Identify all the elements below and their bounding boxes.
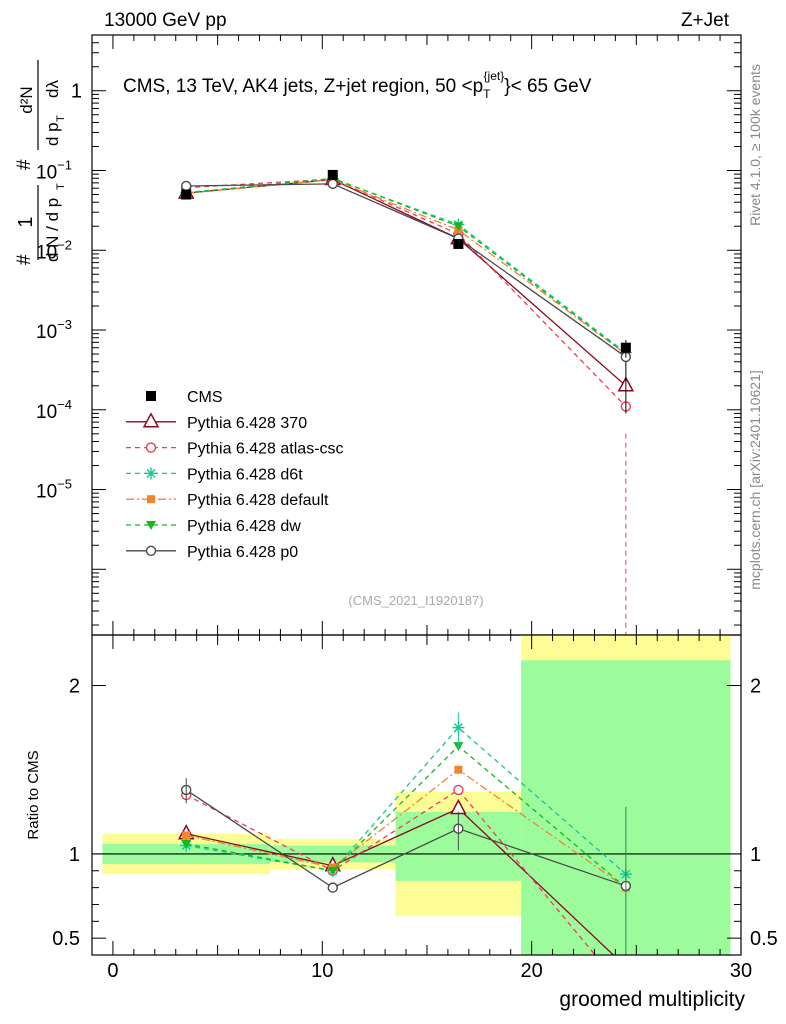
main-ticks: [91, 34, 742, 635]
legend-label-p0: Pythia 6.428 p0: [187, 544, 298, 561]
title-sub: T: [483, 87, 491, 101]
ratio-series-group: [177, 712, 632, 955]
point-p0: [327, 178, 338, 190]
title-prefix: CMS, 13 TeV, AK4 jets, Z+jet region, 50 …: [123, 76, 483, 97]
ylabel-num1: 1: [15, 216, 37, 227]
ratio-y-tick-label-right: 2: [750, 676, 761, 698]
point-dw: [453, 222, 464, 232]
ratio-line-dw: [186, 745, 627, 889]
legend-marker-p0: [145, 545, 157, 556]
ylabel-sub2: T: [55, 115, 67, 122]
ratio-frame: [91, 634, 742, 956]
line-p370: [186, 178, 627, 387]
ratio-series: [177, 712, 632, 955]
ylabel-sub1: T: [55, 183, 67, 190]
line-dw: [186, 177, 627, 355]
x-axis-label: groomed multiplicity: [559, 988, 745, 1011]
main-y-tick-label: 10−5: [36, 477, 72, 503]
legend-marker-default: [147, 495, 155, 504]
x-tick-label: 10: [311, 960, 333, 982]
ratio-panel: 0.5 0.51 12 20 10 20 30 Ratio to CMS groomed m…: [25, 634, 778, 1011]
point-CMS: [453, 238, 464, 249]
mcplots-label: mcplots.cern.ch [arXiv:2401.10621]: [747, 370, 763, 589]
ylabel-hash2: #: [14, 159, 35, 170]
main-y-tick-label: 10−1: [36, 158, 72, 184]
header-right: Z+Jet: [681, 10, 730, 31]
main-y-tick-label: 10−2: [36, 237, 72, 263]
legend-item-p370: Pythia 6.428 370: [126, 412, 307, 432]
ratio-point-dw: [327, 866, 338, 876]
legend-item-dw: Pythia 6.428 dw: [126, 518, 301, 535]
title-suffix: }< 65 GeV: [504, 76, 591, 97]
legend-marker-atlas_csc: [145, 442, 157, 453]
ratio-y-tick-label: 1: [69, 844, 80, 866]
legend-marker-d6t: [145, 467, 157, 480]
point-CMS: [327, 169, 338, 180]
ratio-y-tick-label: 0.5: [52, 928, 80, 950]
plot-title: CMS, 13 TeV, AK4 jets, Z+jet region, 50 …: [123, 69, 592, 101]
main-y-tick-labels: 1 10−1 10−2 10−3 10−4 10−5: [36, 81, 82, 503]
ylabel-lambda: dλ: [43, 80, 62, 98]
main-series: [177, 169, 635, 635]
ratio-point-atlas_csc: [453, 784, 464, 796]
main-y-tick-label: 10−4: [36, 397, 72, 423]
ratio-y-label: Ratio to CMS: [25, 750, 42, 839]
ratio-error-bars: [185, 712, 627, 955]
main-panel: 1 10−1 10−2 10−3 10−4 10−5 (CMS_2021_I1920187…: [14, 34, 742, 636]
legend-item-d6t: Pythia 6.428 d6t: [126, 466, 303, 483]
ylabel-den2: d p: [43, 122, 62, 146]
legend-label-default: Pythia 6.428 default: [187, 492, 329, 509]
ratio-point-p0: [327, 882, 338, 893]
legend-label-d6t: Pythia 6.428 d6t: [187, 466, 303, 483]
legend-marker-CMS: [146, 391, 156, 401]
header-left: 13000 GeV pp: [104, 10, 227, 31]
x-tick-label: 30: [730, 960, 752, 982]
legend-label-dw: Pythia 6.428 dw: [187, 518, 301, 535]
x-tick-label: 0: [107, 960, 118, 982]
analysis-watermark: (CMS_2021_I1920187): [348, 593, 483, 608]
main-y-tick-label: 1: [71, 81, 82, 103]
ratio-line-p0: [185, 789, 627, 889]
legend-label-CMS: CMS: [187, 389, 223, 406]
ratio-point-default: [182, 831, 191, 840]
rivet-label: Rivet 4.1.0, ≥ 100k events: [747, 64, 763, 226]
ratio-line-d6t: [186, 726, 627, 875]
point-p0: [181, 180, 192, 192]
title-sup: {jet}: [484, 69, 505, 83]
legend-item-default: Pythia 6.428 default: [126, 492, 329, 509]
legend-marker-dw: [146, 521, 156, 530]
legend-marker-d6t-stroke: [146, 468, 156, 478]
line-default: [186, 178, 627, 355]
line-atlas_csc: [186, 178, 627, 407]
ratio-line-atlas_csc: [185, 789, 596, 955]
ratio-ticks: 0.5 0.51 12 20 10 20 30: [52, 635, 778, 982]
ratio-line-default: [186, 768, 627, 889]
ratio-line-p370: [186, 807, 615, 955]
legend-item-CMS: CMS: [146, 389, 223, 406]
legend-item-atlas_csc: Pythia 6.428 atlas-csc: [126, 441, 344, 458]
series-atlas_csc: [181, 173, 632, 412]
series-CMS: [181, 169, 631, 353]
main-y-label: # 1 d N / d p T # d²N d p T dλ: [14, 60, 67, 265]
legend-label-p370: Pythia 6.428 370: [187, 415, 307, 432]
point-CMS: [181, 189, 192, 200]
legend-item-p0: Pythia 6.428 p0: [126, 544, 298, 561]
legend: CMS Pythia 6.428 370 Pythia 6.428 atlas-cs…: [126, 389, 344, 561]
ratio-y-tick-label: 2: [69, 676, 80, 698]
ratio-point-dw: [181, 839, 192, 849]
main-y-tick-label: 10−3: [36, 317, 72, 343]
series-p370: [177, 169, 635, 392]
legend-marker-p370: [142, 412, 160, 428]
line-p0: [186, 183, 627, 358]
ratio-y-tick-label-right: 0.5: [750, 928, 778, 950]
legend-label-atlas_csc: Pythia 6.428 atlas-csc: [187, 441, 344, 458]
x-tick-label: 20: [521, 960, 543, 982]
line-d6t: [186, 178, 627, 354]
ratio-y-tick-label-right: 1: [750, 844, 761, 866]
ratio-point-default: [454, 765, 463, 774]
ylabel-num2: d²N: [17, 86, 36, 113]
ylabel-hash1: #: [14, 254, 35, 265]
ylabel-den1: d N / d p: [43, 198, 62, 262]
